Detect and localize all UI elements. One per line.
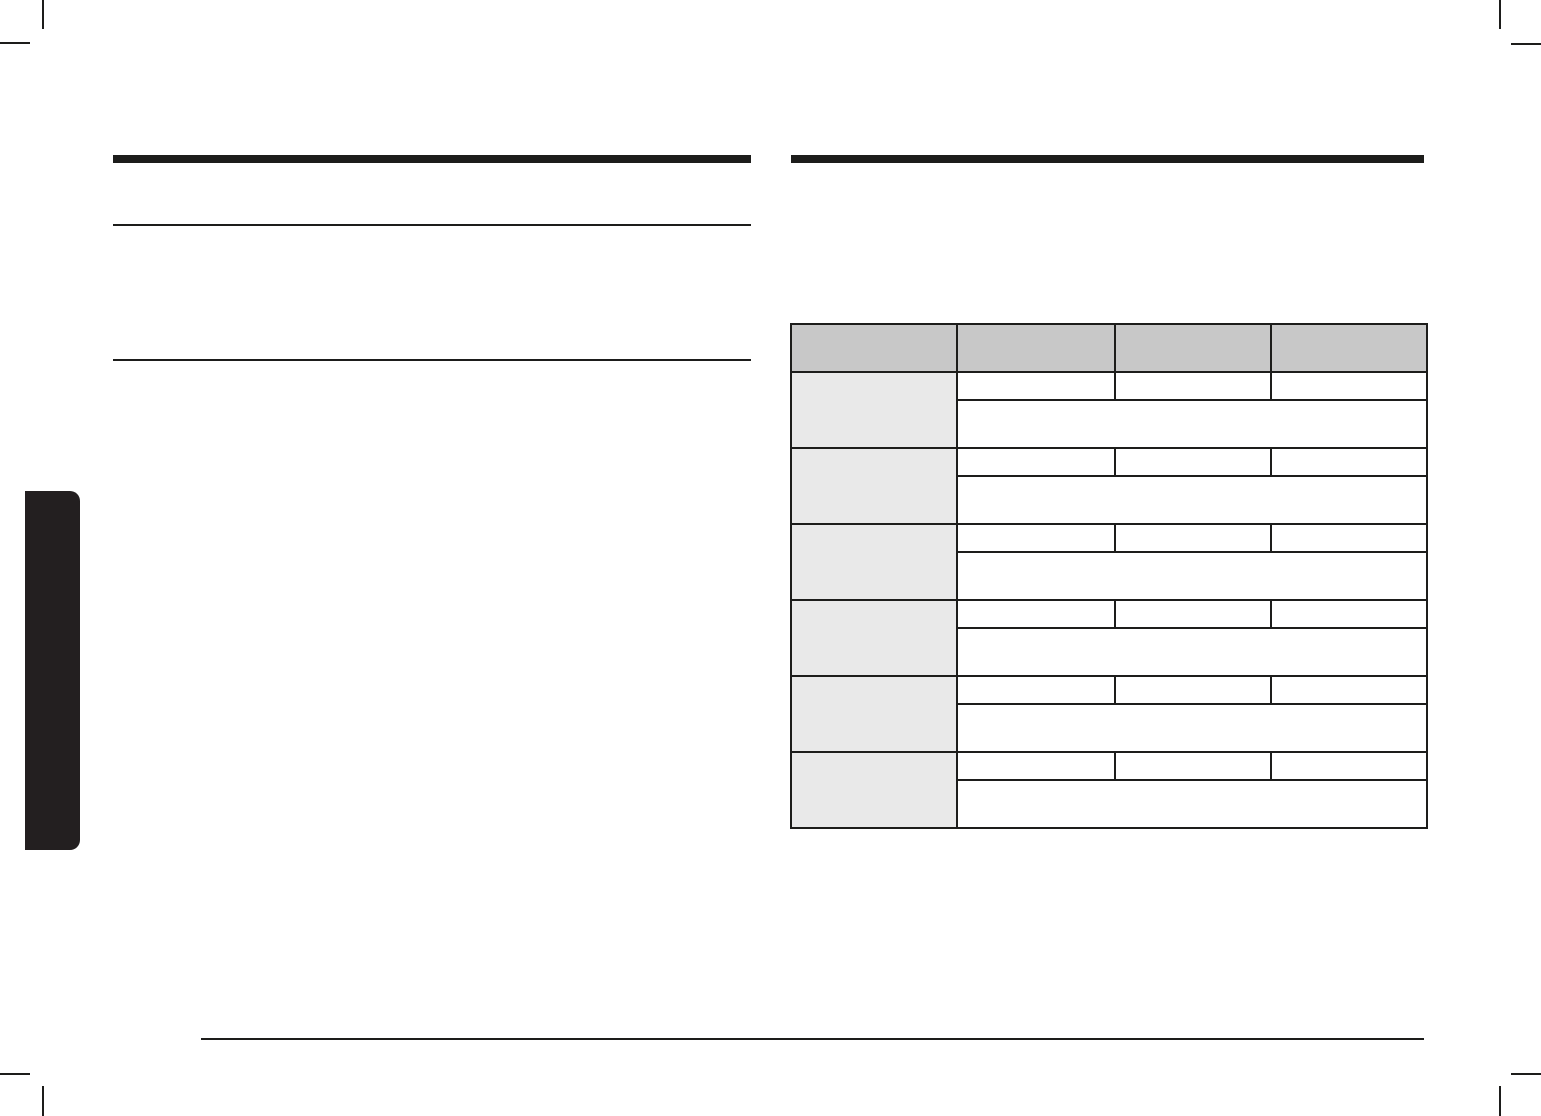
row-label-cell (790, 523, 958, 601)
merged-note-cell (956, 627, 1428, 677)
table-row (790, 675, 1428, 753)
left-column-section-bar (113, 155, 751, 163)
merged-note-cell (956, 779, 1428, 829)
value-cell (1114, 447, 1272, 477)
crop-mark-top-left-horizontal (0, 42, 30, 44)
crop-mark-bottom-right-vertical (1499, 1086, 1501, 1116)
table-row (790, 371, 1428, 449)
table-header-row (790, 323, 1428, 373)
value-cell (956, 675, 1116, 705)
value-cell (956, 751, 1116, 781)
right-column-section-bar (791, 155, 1424, 163)
table-row (790, 523, 1428, 601)
row-label-cell (790, 675, 958, 753)
table-row (791, 779, 1428, 829)
table-header-cell (956, 323, 1116, 373)
crop-mark-bottom-left-horizontal (0, 1073, 30, 1075)
value-cell (1270, 447, 1428, 477)
value-cell (1114, 523, 1272, 553)
footer-rule (201, 1038, 1424, 1040)
merged-note-cell (956, 551, 1428, 601)
row-label-cell (790, 751, 958, 829)
table-row (791, 551, 1428, 601)
value-cell (956, 523, 1116, 553)
value-cell (1270, 371, 1428, 401)
table-header-cell (1114, 323, 1272, 373)
table-row (791, 475, 1428, 525)
value-cell (956, 371, 1116, 401)
value-cell (1270, 675, 1428, 705)
crop-mark-top-right-vertical (1499, 0, 1501, 29)
table-row (790, 599, 1428, 677)
row-label-cell (790, 599, 958, 677)
value-cell (1270, 523, 1428, 553)
crop-mark-bottom-right-horizontal (1511, 1073, 1541, 1075)
table-row (791, 703, 1428, 753)
spec-table (790, 323, 1428, 829)
crop-mark-top-right-horizontal (1511, 43, 1541, 45)
merged-note-cell (956, 475, 1428, 525)
chapter-edge-tab (25, 491, 80, 850)
value-cell (956, 599, 1116, 629)
table-row (790, 751, 1428, 829)
value-cell (1114, 675, 1272, 705)
left-column-heading-rule (113, 224, 751, 226)
table-header-cell (790, 323, 958, 373)
table-row (791, 627, 1428, 677)
table-row (790, 447, 1428, 525)
value-cell (1270, 599, 1428, 629)
row-label-cell (790, 447, 958, 525)
merged-note-cell (956, 703, 1428, 753)
left-column-subheading-rule (113, 359, 751, 361)
value-cell (1114, 371, 1272, 401)
value-cell (1270, 751, 1428, 781)
row-label-cell (790, 371, 958, 449)
crop-mark-bottom-left-vertical (42, 1086, 44, 1116)
merged-note-cell (956, 399, 1428, 449)
value-cell (1114, 751, 1272, 781)
value-cell (1114, 599, 1272, 629)
crop-mark-top-left-vertical (42, 0, 44, 29)
table-header-cell (1270, 323, 1428, 373)
value-cell (956, 447, 1116, 477)
table-row (791, 399, 1428, 449)
